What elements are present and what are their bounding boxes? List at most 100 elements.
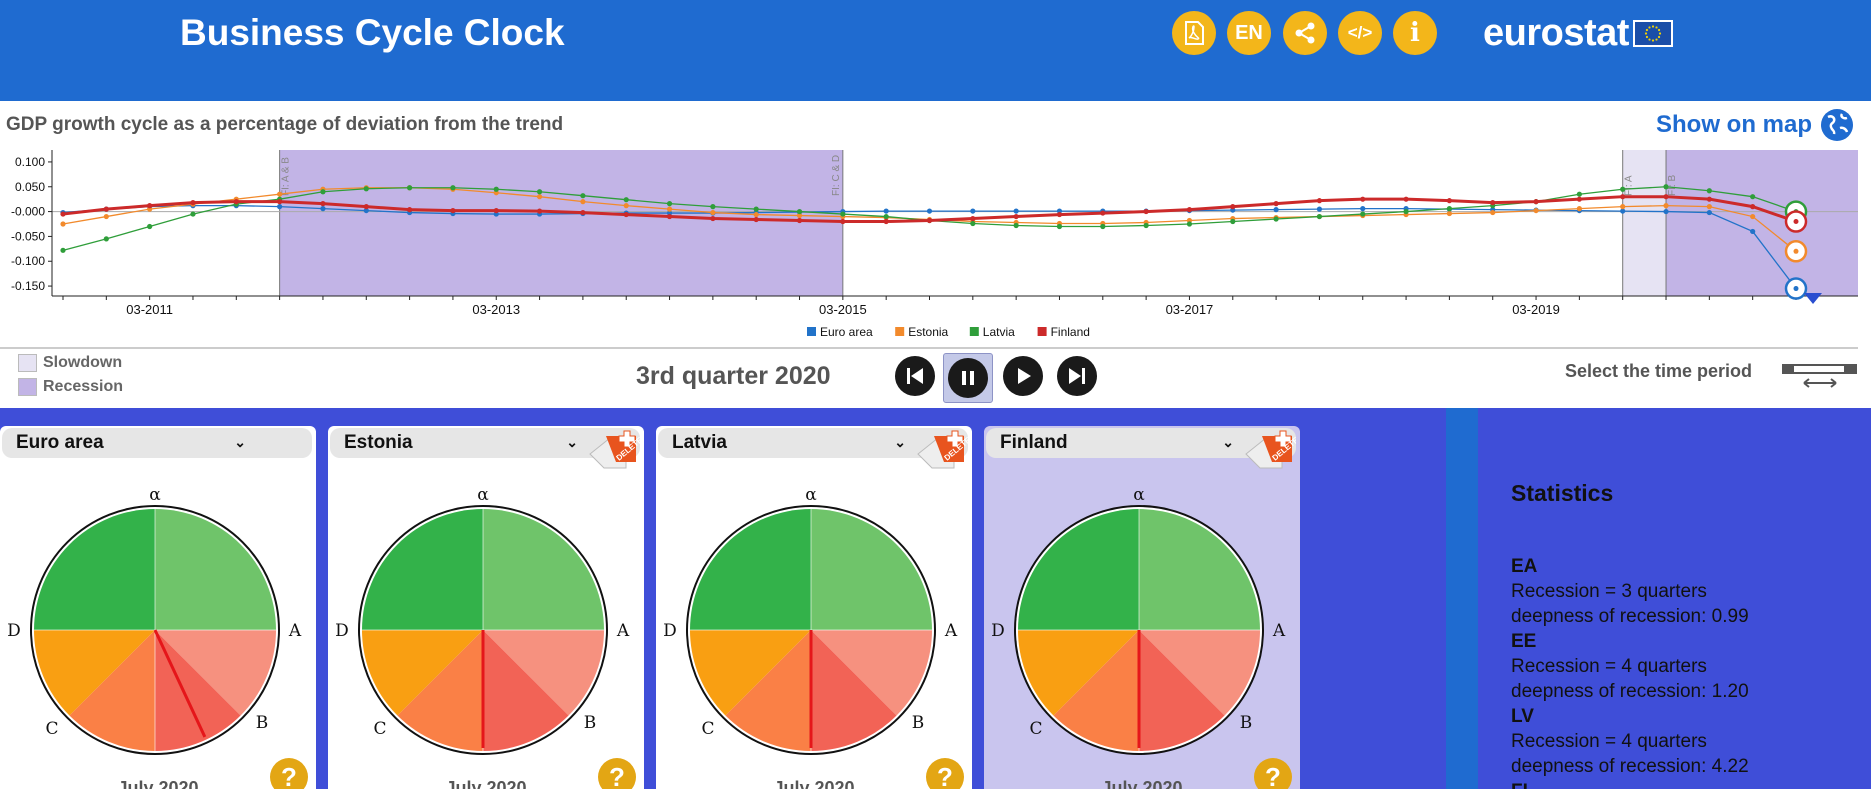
help-button[interactable]: ? [598,758,636,789]
x-tick-label: 03-2019 [1512,302,1560,317]
clock-card-estonia[interactable]: Estonia⌄DELETEαβADBCJuly 2020? [328,426,644,789]
data-point [407,207,413,213]
eu-star [1648,26,1651,29]
data-point [103,206,109,212]
help-button[interactable]: ? [1254,758,1292,789]
data-point [1100,210,1106,216]
clock-label-c: C [45,719,58,739]
data-point [926,217,933,224]
data-point [536,189,543,195]
eu-star [1644,32,1648,35]
time-period-slider[interactable] [1782,364,1857,388]
clock-card-euro-area[interactable]: Euro area⌄αβADBCJuly 2020? [0,426,316,789]
data-point [1533,207,1539,214]
clock-label-d: D [335,621,349,641]
delete-country-button[interactable]: DELETE [1242,428,1296,470]
data-point [753,211,759,218]
skip-to-start-button[interactable] [895,356,935,396]
quadrant-upswing [1139,509,1260,630]
show-on-map-button[interactable]: Show on map [1656,108,1854,142]
eurostat-logo-text: eurostat [1483,12,1629,54]
legend-label: Estonia [908,325,948,339]
app-header: Business Cycle Clock EN </> i eurostat [0,0,1871,101]
data-point [1316,198,1323,204]
data-point [1750,213,1756,220]
quadrant-downswing-late [811,630,897,751]
y-tick-label: -0.050 [11,229,45,243]
quadrant-upswing [155,509,276,630]
info-icon[interactable]: i [1393,11,1437,55]
timeline-cursor-icon [1804,293,1822,304]
clock-date: July 2020 [773,778,855,789]
embed-code-icon[interactable]: </> [1338,11,1382,55]
clock-label-a: A [944,621,958,641]
data-point [1056,223,1063,230]
business-cycle-clock: αβADBC [991,485,1286,755]
clock-label-b: B [256,713,269,733]
clock-label-c: C [373,719,386,739]
eu-star [1657,28,1661,32]
help-button[interactable]: ? [270,758,308,789]
data-point [710,215,716,222]
current-point-dot [1793,219,1799,225]
statistics-title: Statistics [1511,480,1614,506]
data-point [1013,213,1019,220]
delete-country-button[interactable]: DELETE [914,428,968,470]
data-point [1620,204,1626,210]
country-select[interactable]: Finland ⌄ [986,428,1296,458]
pause-button[interactable] [948,358,988,398]
current-point-dot [1793,286,1799,292]
clock-card-latvia[interactable]: Latvia⌄DELETEαβADBCJuly 2020? [656,426,972,789]
quadrant-recession-late [33,630,155,716]
eu-star [1645,28,1648,32]
share-icon[interactable] [1283,11,1327,55]
eurostat-logo[interactable]: eurostat [1483,12,1673,55]
quadrant-recession-early [397,630,483,751]
data-point [580,199,586,205]
statistics-panel: Statistics EA Recession = 3 quarters dee… [1478,408,1871,789]
data-point [666,206,673,212]
skip-to-end-button[interactable] [1057,356,1097,396]
stats-recession: Recession = 4 quarters [1511,656,1707,677]
stats-recession: Recession = 4 quarters [1511,731,1707,752]
stats-recession: Recession = 3 quarters [1511,581,1707,602]
quadrant-downswing-early [811,630,932,716]
quadrant-upswing [483,509,604,630]
play-button[interactable] [1003,356,1043,396]
data-point [926,208,933,214]
legend-slowdown: Slowdown [18,354,122,372]
data-point [796,212,803,219]
clock-hand [153,629,207,738]
legend-swatch [807,327,816,336]
country-select[interactable]: Euro area ⌄ [2,428,312,458]
data-point [60,221,66,227]
clock-label-c: C [1029,719,1042,739]
language-button[interactable]: EN [1227,11,1271,55]
country-select[interactable]: Estonia ⌄ [330,428,640,458]
data-point [796,217,803,224]
clock-label-d: D [663,621,677,641]
clock-label-c: C [701,719,714,739]
data-point [1360,196,1366,202]
plus-icon [946,430,964,448]
data-point [1100,223,1106,230]
data-point [1620,194,1626,200]
legend-swatch [1037,327,1047,336]
delete-country-button[interactable]: DELETE [586,428,640,470]
clock-label-alpha: α [1133,485,1145,505]
data-point [1403,196,1409,202]
data-point [1013,222,1019,229]
clock-label-a: A [1272,621,1286,641]
country-select[interactable]: Latvia ⌄ [658,428,968,458]
data-point [1360,211,1366,217]
current-point-dot [1793,248,1799,254]
chevron-down-icon: ⌄ [1222,434,1234,450]
quadrant-recession-early [725,630,811,751]
help-button[interactable]: ? [926,758,964,789]
eu-star [1645,35,1648,39]
pdf-icon[interactable] [1172,11,1216,55]
pause-button-frame[interactable] [943,353,993,403]
clock-card-finland[interactable]: Finland⌄DELETEαβADBCJuly 2020? [984,426,1300,789]
skip-forward-icon [1069,368,1085,384]
data-point [840,218,846,225]
